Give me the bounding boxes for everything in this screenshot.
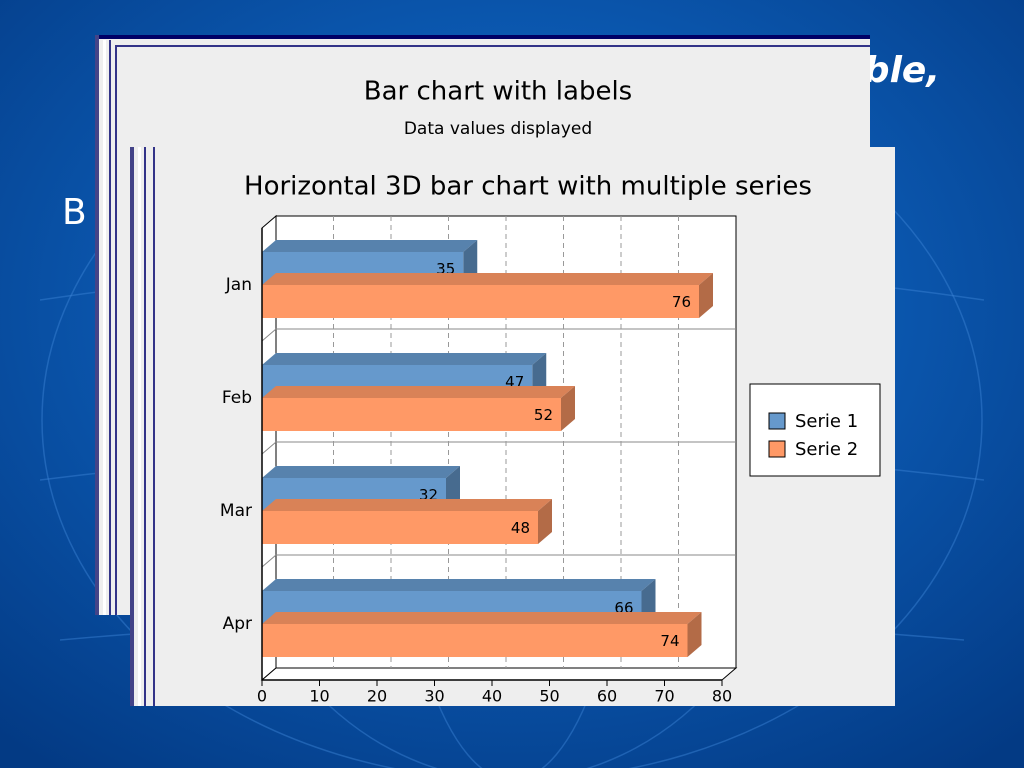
back-chart-border <box>109 40 111 615</box>
back-chart-border <box>115 45 117 615</box>
bar-top <box>262 499 552 511</box>
legend-box <box>749 383 881 477</box>
back-chart-border <box>117 45 870 47</box>
chart-border <box>138 147 141 706</box>
value-label: 48 <box>511 519 530 537</box>
chart-border <box>130 147 134 706</box>
x-tick-label: 70 <box>654 687 674 706</box>
category-separator <box>261 441 277 455</box>
back-chart-border <box>103 40 106 615</box>
bar-side <box>538 499 552 544</box>
back-chart-border <box>95 35 99 615</box>
bar-front <box>262 285 699 318</box>
legend-label: Serie 2 <box>795 439 858 460</box>
bar <box>262 386 575 431</box>
back-chart-title: Bar chart with labels <box>364 77 632 107</box>
back-chart-border <box>95 35 870 39</box>
y-tick-label: Feb <box>222 388 252 408</box>
value-label: 74 <box>660 632 679 650</box>
bar-side <box>699 273 713 318</box>
x-tick-label: 20 <box>367 687 387 706</box>
x-tick-label: 0 <box>257 687 267 706</box>
bar-top <box>262 612 702 624</box>
x-tick-label: 40 <box>482 687 502 706</box>
bar <box>262 273 713 318</box>
value-label: 76 <box>672 293 691 311</box>
legend-swatch <box>768 412 786 430</box>
y-tick-label: Apr <box>223 614 252 634</box>
back-chart-subtitle: Data values displayed <box>404 119 592 139</box>
x-tick-label: 60 <box>597 687 617 706</box>
plot: 0 10 20 30 40 50 60 70 80Jan3576Feb4752Mar3248Ap… <box>220 214 881 706</box>
legend-label: Serie 1 <box>795 411 858 432</box>
category-separator <box>261 554 277 568</box>
chart-border <box>153 147 155 706</box>
bar-top <box>262 240 478 252</box>
y-tick-label: Mar <box>220 501 252 521</box>
legend-swatch <box>768 440 786 458</box>
bar-top <box>262 273 713 285</box>
bar-front <box>262 511 538 544</box>
bar-top <box>262 579 656 591</box>
x-tick-label: 50 <box>539 687 559 706</box>
bar-side <box>561 386 575 431</box>
bar-front <box>262 624 688 657</box>
x-tick-label: 30 <box>424 687 444 706</box>
bar-top <box>262 386 575 398</box>
bullet-fragment: B <box>62 192 87 233</box>
bar <box>262 499 552 544</box>
bar-side <box>687 612 702 657</box>
chart-border <box>144 147 146 706</box>
bar <box>262 612 702 657</box>
x-tick-label: 10 <box>309 687 329 706</box>
bar-top <box>262 466 460 478</box>
y-tick-label: Jan <box>225 275 252 295</box>
chart-title: Horizontal 3D bar chart with multiple se… <box>244 172 812 202</box>
bar-front <box>262 398 561 431</box>
category-separator <box>261 328 277 342</box>
slide-title-fragment: ble, <box>864 50 940 91</box>
floor <box>260 667 738 681</box>
value-label: 52 <box>534 406 553 424</box>
x-tick-label: 80 <box>712 687 732 706</box>
bar-top <box>262 353 547 365</box>
